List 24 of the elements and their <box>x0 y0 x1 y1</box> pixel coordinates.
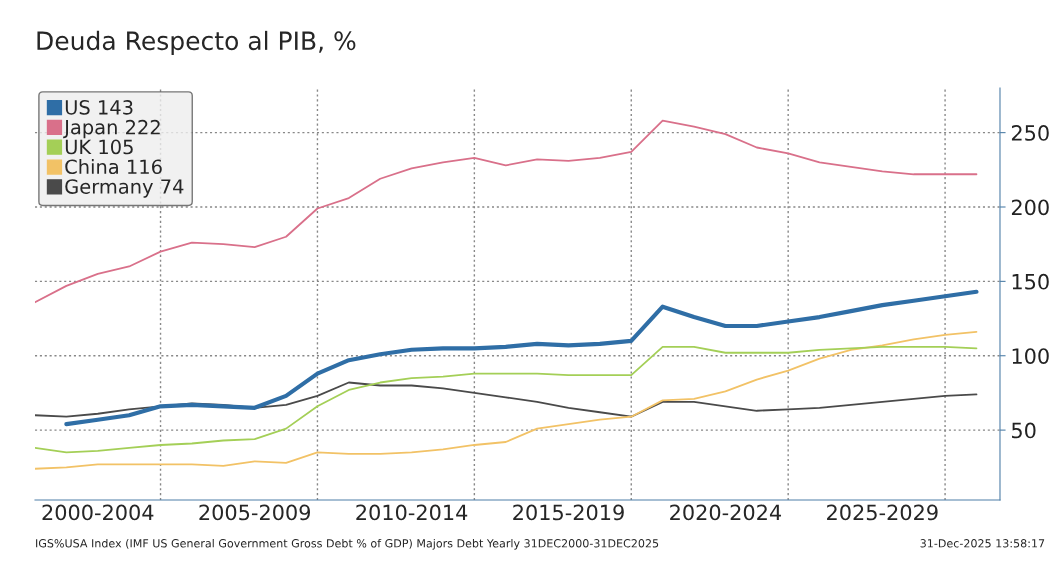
line-series <box>35 381 978 418</box>
y-tick-label: 100 <box>1012 348 1049 364</box>
legend-label: Germany 74 <box>65 179 184 198</box>
x-tick-label: 2020-2024 <box>670 504 782 521</box>
y-tick-label: 50 <box>1012 422 1036 439</box>
legend-label: Japan 222 <box>63 119 160 139</box>
y-tick-label: 150 <box>1012 273 1049 290</box>
text: IGS%USA Index (IMF US General Government Gross Debt % of GDP) Majors Debt Yearly 31DEC2000-31DEC2025 <box>36 538 659 550</box>
x-tick-label: 2015-2019 <box>513 504 624 521</box>
x-tick-label: 2010-2014 <box>356 504 468 521</box>
line-series <box>35 331 978 470</box>
x-tick-label: 2000-2004 <box>42 504 154 521</box>
y-tick-label: 250 <box>1011 125 1049 141</box>
x-tick-label: 2005-2009 <box>199 504 310 521</box>
legend-label: UK 105 <box>65 139 133 155</box>
line-series <box>35 345 978 454</box>
x-tick-label: 2025-2029 <box>827 504 938 521</box>
chart-title: Deuda Respecto al PIB, % <box>37 30 356 56</box>
text: 31-Dec-2025 13:58:17 <box>920 539 1045 548</box>
y-tick-label: 200 <box>1011 199 1049 216</box>
legend-label: China 116 <box>65 159 162 175</box>
line-series <box>64 289 979 427</box>
legend-label: US 143 <box>65 100 133 115</box>
line-series <box>35 119 978 304</box>
